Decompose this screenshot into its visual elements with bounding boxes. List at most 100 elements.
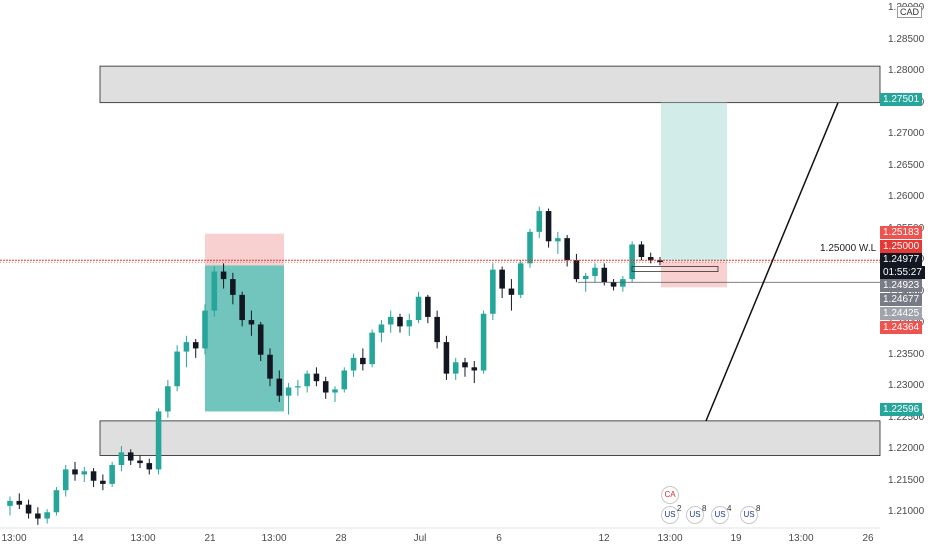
candle-body (517, 263, 524, 295)
price-tick-label: 1.21000 (888, 506, 925, 518)
price-tick-label: 1.23000 (888, 380, 925, 392)
candle-body (109, 464, 115, 484)
candle-body (657, 260, 663, 263)
time-tick-label: 14 (72, 533, 84, 544)
price-tag: 1.24364 (880, 321, 923, 334)
time-tick-label: 26 (862, 533, 874, 544)
time-tick-label: 6 (496, 533, 502, 544)
candle-body (239, 294, 245, 321)
candle-body (62, 469, 69, 491)
candle-body (471, 367, 478, 371)
candle-body (341, 370, 348, 390)
candle-body (285, 387, 292, 396)
candle-body (155, 411, 162, 470)
time-tick-label: 13:00 (261, 533, 287, 544)
candle-body (360, 357, 366, 365)
time-tick-label: 21 (204, 533, 216, 544)
candle-body (387, 316, 394, 325)
supply-demand-zones (99, 65, 881, 456)
zone-box-1 (99, 420, 881, 456)
price-tag: 1.24677 (880, 293, 923, 306)
us-flag-icon[interactable]: US (661, 506, 679, 524)
target-box-1 (661, 102, 727, 263)
us-flag-icon[interactable]: US (711, 506, 729, 524)
candle-body (499, 269, 505, 289)
candle-body (146, 463, 153, 470)
us-flag-icon[interactable]: US (740, 506, 758, 524)
candle-body (638, 244, 645, 258)
canada-flag-icon[interactable]: CA (661, 486, 679, 504)
candle-body (220, 271, 227, 280)
candle-body (425, 296, 431, 317)
candle-body (118, 452, 125, 465)
candle-body (555, 238, 561, 242)
candle-body (564, 238, 570, 261)
candle-body (490, 269, 496, 314)
price-tick-label: 1.23500 (888, 348, 925, 360)
price-tick-label: 1.26500 (888, 159, 925, 171)
candle-body (90, 471, 97, 481)
candle-body (257, 324, 264, 355)
price-tag: 1.25000 (880, 240, 923, 253)
candlesticks (7, 206, 663, 525)
candle-body (620, 279, 626, 287)
price-tag: 1.24923 (880, 279, 923, 292)
time-tick-label: Jul (413, 533, 427, 544)
candle-body (462, 362, 468, 368)
candle-body (536, 211, 543, 232)
candle-body (81, 471, 88, 475)
us-flag-icon[interactable]: US (686, 506, 704, 524)
candle-body (573, 260, 580, 280)
candle-body (53, 490, 60, 513)
event-count: 8 (702, 504, 707, 513)
time-tick-label: 12 (598, 533, 610, 544)
drawing-overlays (0, 102, 880, 422)
candle-body (350, 357, 357, 371)
entry-marker-box (631, 266, 719, 272)
candle-body (629, 244, 635, 280)
candle-body (397, 316, 403, 327)
stop-box-1 (661, 262, 727, 288)
candle-body (508, 288, 515, 295)
candle-body (443, 342, 450, 374)
candle-body (248, 320, 255, 325)
candle-body (332, 389, 338, 393)
candle-body (192, 342, 199, 349)
candle-body (183, 342, 190, 352)
price-tick-label: 1.28000 (888, 65, 925, 77)
event-count: 4 (727, 504, 732, 513)
candle-body (230, 279, 236, 295)
zone-box-0 (99, 65, 881, 104)
price-tick-label: 1.22500 (888, 411, 925, 423)
event-count: 8 (756, 504, 761, 513)
candle-body (44, 512, 50, 519)
candle-body (313, 373, 320, 382)
candle-body (16, 500, 23, 505)
candle-body (72, 469, 78, 475)
price-tick-label: 1.22000 (888, 443, 925, 455)
price-tick-label: 1.26000 (888, 191, 925, 203)
price-tag: 1.24977 (880, 253, 923, 266)
candle-body (647, 257, 654, 261)
candle-body (545, 211, 552, 242)
candle-body (610, 282, 617, 287)
price-tag: 1.24425 (880, 307, 923, 320)
time-tick-label: 19 (730, 533, 742, 544)
trend-line (705, 102, 839, 422)
candle-body (452, 362, 459, 374)
candle-body (127, 452, 134, 461)
candle-body (25, 504, 32, 514)
time-tick-label: 13:00 (1, 533, 27, 544)
candle-body (35, 513, 41, 519)
time-tick-label: 13:00 (130, 533, 156, 544)
candle-body (267, 354, 273, 379)
candle-body (415, 296, 422, 321)
time-tick-label: 28 (335, 533, 347, 544)
currency-badge[interactable]: CAD (897, 6, 923, 18)
event-count: 2 (677, 504, 682, 513)
candle-body (304, 373, 310, 387)
price-tag: 1.27501 (880, 93, 923, 106)
candle-body (434, 316, 440, 343)
time-tick-label: 13:00 (657, 533, 683, 544)
